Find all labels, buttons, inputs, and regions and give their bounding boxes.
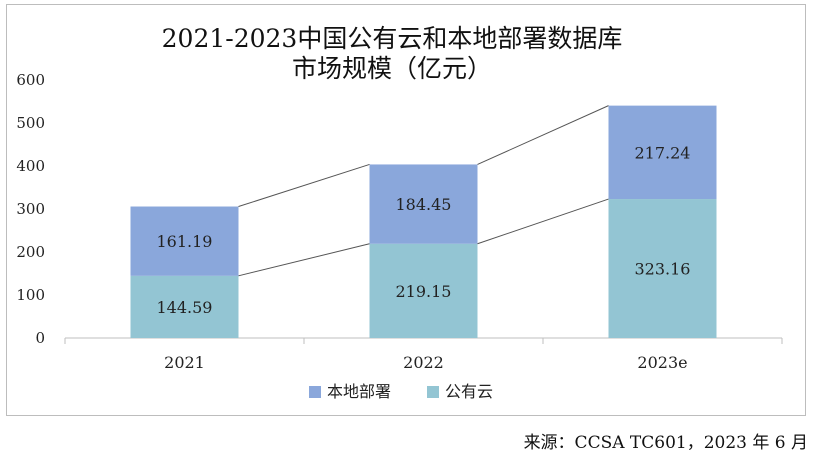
data-label: 323.16 (635, 260, 691, 279)
data-label: 184.45 (396, 195, 452, 214)
legend-label: 本地部署 (327, 382, 391, 401)
x-category-label: 2022 (403, 353, 444, 372)
legend: 本地部署 公有云 (309, 382, 493, 401)
data-label: 144.59 (157, 298, 213, 317)
data-label: 217.24 (635, 143, 691, 162)
x-category-label: 2021 (164, 353, 205, 372)
y-tick-label: 600 (16, 71, 45, 89)
legend-swatch (309, 386, 321, 398)
series-connector-line (238, 163, 370, 207)
y-tick-label: 400 (16, 157, 45, 175)
y-tick-label: 0 (35, 329, 45, 347)
connector-layer (238, 105, 609, 277)
legend-swatch (427, 386, 439, 398)
y-tick-label: 500 (16, 114, 45, 132)
chart-title-line-1: 2021-2023中国公有云和本地部署数据库 (162, 24, 623, 53)
chart-frame: 2021-2023中国公有云和本地部署数据库 市场规模（亿元） 0 100 200 3… (6, 4, 806, 416)
bar-segment-public-cloud (608, 199, 717, 338)
bar-segment-on-premise (608, 105, 717, 200)
bar-segment-public-cloud (130, 275, 239, 338)
source-note: 来源：CCSA TC601，2023 年 6 月 (523, 433, 808, 453)
x-category-label: 2023e (637, 353, 687, 372)
chart-title-line-2: 市场规模（亿元） (292, 54, 492, 83)
bar-layer: 144.59 219.15 323.16 161.19 184.45 217.24 (130, 105, 717, 338)
bar-segment-on-premise (369, 164, 478, 244)
bar-segment-public-cloud (369, 243, 478, 338)
bar-segment-on-premise (130, 206, 239, 276)
y-tick-label: 300 (16, 200, 45, 218)
y-tick-label: 100 (16, 286, 45, 304)
series-connector-line (477, 198, 609, 245)
stacked-bar-chart: 2021-2023中国公有云和本地部署数据库 市场规模（亿元） 0 100 200 3… (16, 24, 783, 401)
data-label: 219.15 (396, 282, 452, 301)
series-connector-line (477, 105, 609, 165)
legend-label: 公有云 (445, 382, 493, 401)
series-connector-line (238, 243, 370, 277)
y-tick-label: 200 (16, 243, 45, 261)
data-label: 161.19 (157, 232, 213, 251)
